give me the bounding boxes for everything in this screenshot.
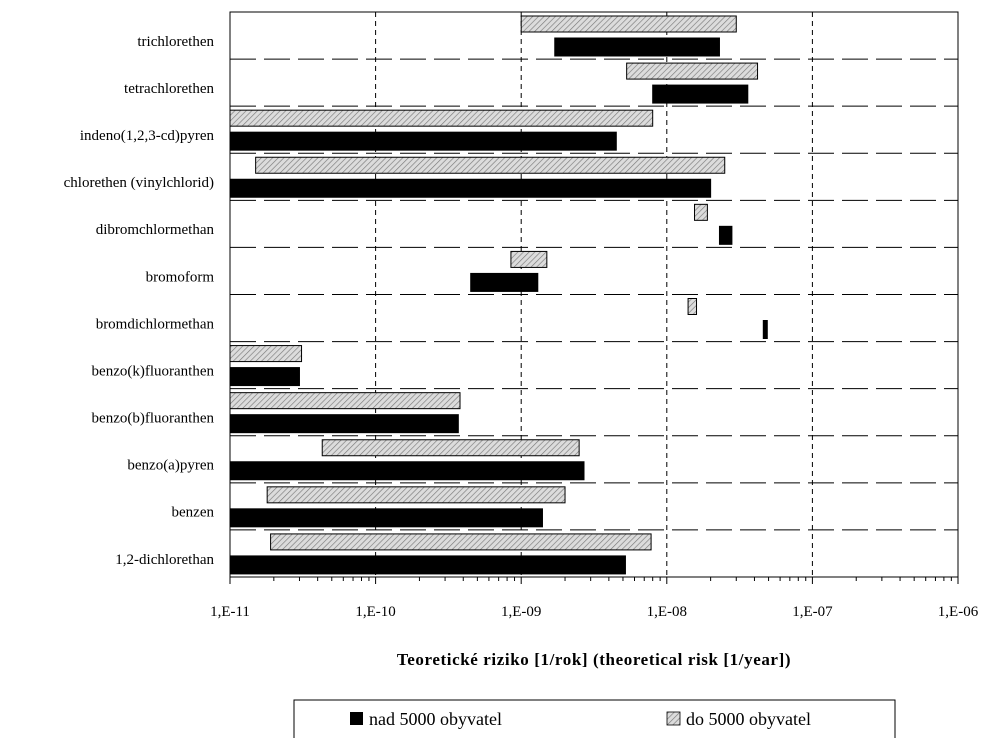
bar-nad-5000-obyvatel — [229, 367, 300, 387]
category-label: tetrachlorethen — [124, 81, 214, 97]
category-label: benzo(a)pyren — [127, 458, 214, 474]
x-tick-label: 1,E-06 — [938, 604, 979, 620]
bar-do-5000-obyvatel — [266, 486, 566, 504]
bar-do-5000-obyvatel — [229, 345, 303, 363]
x-tick-label: 1,E-07 — [792, 604, 833, 620]
bar-nad-5000-obyvatel — [718, 225, 733, 245]
legend-label-series-1: nad 5000 obyvatel — [369, 709, 502, 729]
category-label: 1,2-dichlorethan — [115, 552, 214, 568]
category-label: benzo(b)fluoranthen — [92, 411, 215, 427]
x-tick-label: 1,E-08 — [647, 604, 687, 620]
legend-box — [293, 699, 896, 738]
category-label: benzo(k)fluoranthen — [92, 363, 215, 379]
category-labels: trichlorethen tetrachlorethen indeno(1,2,3… — [64, 34, 215, 568]
bar-nad-5000-obyvatel — [554, 37, 720, 57]
bar-do-5000-obyvatel — [520, 15, 737, 33]
category-label: trichlorethen — [137, 34, 214, 50]
x-axis-ticks — [229, 577, 959, 584]
category-label: dibromchlormethan — [96, 222, 215, 238]
bar-do-5000-obyvatel — [229, 109, 654, 127]
bar-nad-5000-obyvatel — [652, 84, 749, 104]
category-label: indeno(1,2,3-cd)pyren — [80, 128, 215, 144]
bar-do-5000-obyvatel — [255, 156, 726, 174]
bar-do-5000-obyvatel — [270, 533, 652, 551]
bar-do-5000-obyvatel — [687, 298, 698, 315]
bar-do-5000-obyvatel — [321, 439, 580, 457]
bar-nad-5000-obyvatel — [229, 131, 617, 151]
bar-nad-5000-obyvatel — [229, 508, 543, 528]
x-axis-title: Teoretické riziko [1/rok] (theoretical r… — [397, 650, 791, 669]
bar-nad-5000-obyvatel — [229, 178, 712, 198]
legend: nad 5000 obyvatel do 5000 obyvatel — [293, 699, 896, 738]
bar-do-5000-obyvatel — [626, 62, 759, 80]
x-tick-label: 1,E-10 — [355, 604, 395, 620]
bars — [229, 15, 768, 575]
bar-do-5000-obyvatel — [510, 250, 548, 268]
legend-swatch-hatched — [666, 711, 681, 726]
category-label: bromdichlormethan — [96, 316, 215, 332]
category-label: benzen — [172, 505, 215, 521]
plot-frame — [229, 11, 959, 578]
bar-nad-5000-obyvatel — [229, 461, 585, 481]
x-tick-label: 1,E-11 — [210, 604, 250, 620]
bar-nad-5000-obyvatel — [229, 414, 459, 434]
bar-do-5000-obyvatel — [694, 203, 708, 221]
legend-swatch-solid — [350, 712, 363, 725]
bar-nad-5000-obyvatel — [470, 272, 539, 292]
bar-nad-5000-obyvatel — [762, 320, 768, 339]
bar-do-5000-obyvatel — [229, 392, 461, 410]
x-tick-label: 1,E-09 — [501, 604, 541, 620]
grid-lines — [230, 12, 958, 577]
x-axis-tick-labels: 1,E-11 1,E-10 1,E-09 1,E-08 1,E-07 1,E-06 — [210, 604, 979, 620]
category-label: bromoform — [146, 269, 215, 285]
bar-nad-5000-obyvatel — [229, 555, 626, 575]
legend-label-series-2: do 5000 obyvatel — [686, 709, 811, 729]
category-label: chlorethen (vinylchlorid) — [64, 175, 214, 191]
